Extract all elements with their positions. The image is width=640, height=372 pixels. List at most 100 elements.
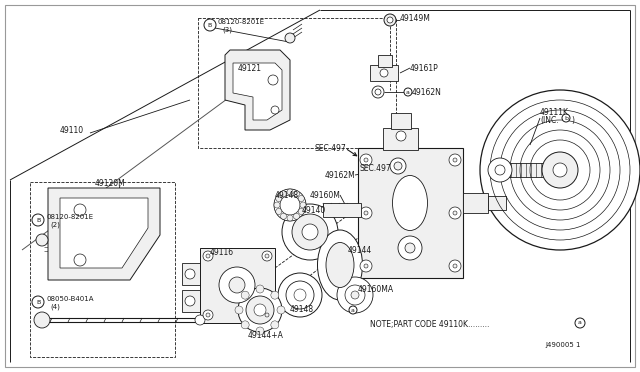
Circle shape [480,90,640,250]
Circle shape [204,19,216,31]
Circle shape [298,196,304,202]
Circle shape [74,254,86,266]
Text: (4): (4) [50,304,60,310]
Ellipse shape [326,243,354,288]
Circle shape [349,306,357,314]
Circle shape [294,213,300,219]
Ellipse shape [317,230,362,300]
Text: 08120-8201E: 08120-8201E [46,214,93,220]
Circle shape [287,215,293,221]
Circle shape [32,214,44,226]
Text: J490005 1: J490005 1 [545,342,580,348]
Circle shape [398,236,422,260]
Bar [200,248,275,323]
Text: 49148: 49148 [275,190,299,199]
Circle shape [256,327,264,335]
Text: SEC.497: SEC.497 [315,144,347,153]
Circle shape [449,207,461,219]
Circle shape [268,75,278,85]
Circle shape [575,318,585,328]
Polygon shape [60,198,148,268]
Text: a: a [578,321,582,326]
Bar [378,55,392,67]
Circle shape [36,234,48,246]
Bar [506,163,550,177]
Text: 08120-8201E: 08120-8201E [217,19,264,25]
Text: 49160MA: 49160MA [358,285,394,295]
Text: B: B [36,218,40,222]
Circle shape [246,296,274,324]
Circle shape [34,312,50,328]
Circle shape [262,310,272,320]
Circle shape [254,304,266,316]
Bar [198,18,396,148]
Circle shape [495,165,505,175]
Text: 49144+A: 49144+A [248,330,284,340]
Text: b: b [564,115,568,121]
Circle shape [185,296,195,306]
Circle shape [287,189,293,195]
Bar [30,182,175,357]
Text: 49161P: 49161P [410,64,439,73]
Text: 49162M: 49162M [325,170,356,180]
Text: 49116: 49116 [210,247,234,257]
Circle shape [280,213,287,219]
Polygon shape [48,188,160,280]
Circle shape [360,207,372,219]
Circle shape [488,158,512,182]
Bar [463,193,488,213]
Circle shape [185,269,195,279]
Circle shape [256,285,264,293]
Circle shape [553,163,567,177]
Circle shape [375,89,381,95]
Text: (INC.: (INC. [540,115,559,125]
Circle shape [229,277,245,293]
Circle shape [238,288,282,332]
Circle shape [285,33,295,43]
Polygon shape [225,50,290,130]
Bar [391,113,411,129]
Circle shape [390,158,406,174]
Circle shape [292,214,328,250]
Circle shape [271,321,279,329]
Circle shape [277,306,285,314]
Circle shape [542,152,578,188]
Bar [370,65,398,81]
Circle shape [562,114,570,122]
Circle shape [396,131,406,141]
Circle shape [241,321,249,329]
Circle shape [274,189,306,221]
Circle shape [265,254,269,258]
Bar [182,290,202,312]
Circle shape [453,158,457,162]
Text: 08050-B401A: 08050-B401A [46,296,93,302]
Circle shape [384,14,396,26]
Circle shape [276,196,282,202]
Circle shape [294,191,300,197]
Circle shape [453,264,457,268]
Circle shape [372,86,384,98]
Circle shape [195,315,205,325]
Text: B: B [208,22,212,28]
Circle shape [280,195,300,215]
Text: 49140: 49140 [302,205,326,215]
Text: NOTE;PART CODE 49110K.........: NOTE;PART CODE 49110K......... [370,321,490,330]
Circle shape [32,296,44,308]
Circle shape [364,158,368,162]
Text: 49120M: 49120M [95,179,125,187]
Circle shape [265,313,269,317]
Text: 49149M: 49149M [400,13,431,22]
Circle shape [300,202,306,208]
Circle shape [351,291,359,299]
Circle shape [235,306,243,314]
Text: 49160M: 49160M [310,190,341,199]
Circle shape [453,211,457,215]
Polygon shape [233,63,282,120]
Text: 49144: 49144 [348,246,372,254]
Circle shape [271,291,279,299]
Text: 49148: 49148 [290,305,314,314]
Circle shape [206,254,210,258]
Circle shape [206,313,210,317]
Circle shape [271,106,279,114]
Text: 49111K: 49111K [540,108,569,116]
